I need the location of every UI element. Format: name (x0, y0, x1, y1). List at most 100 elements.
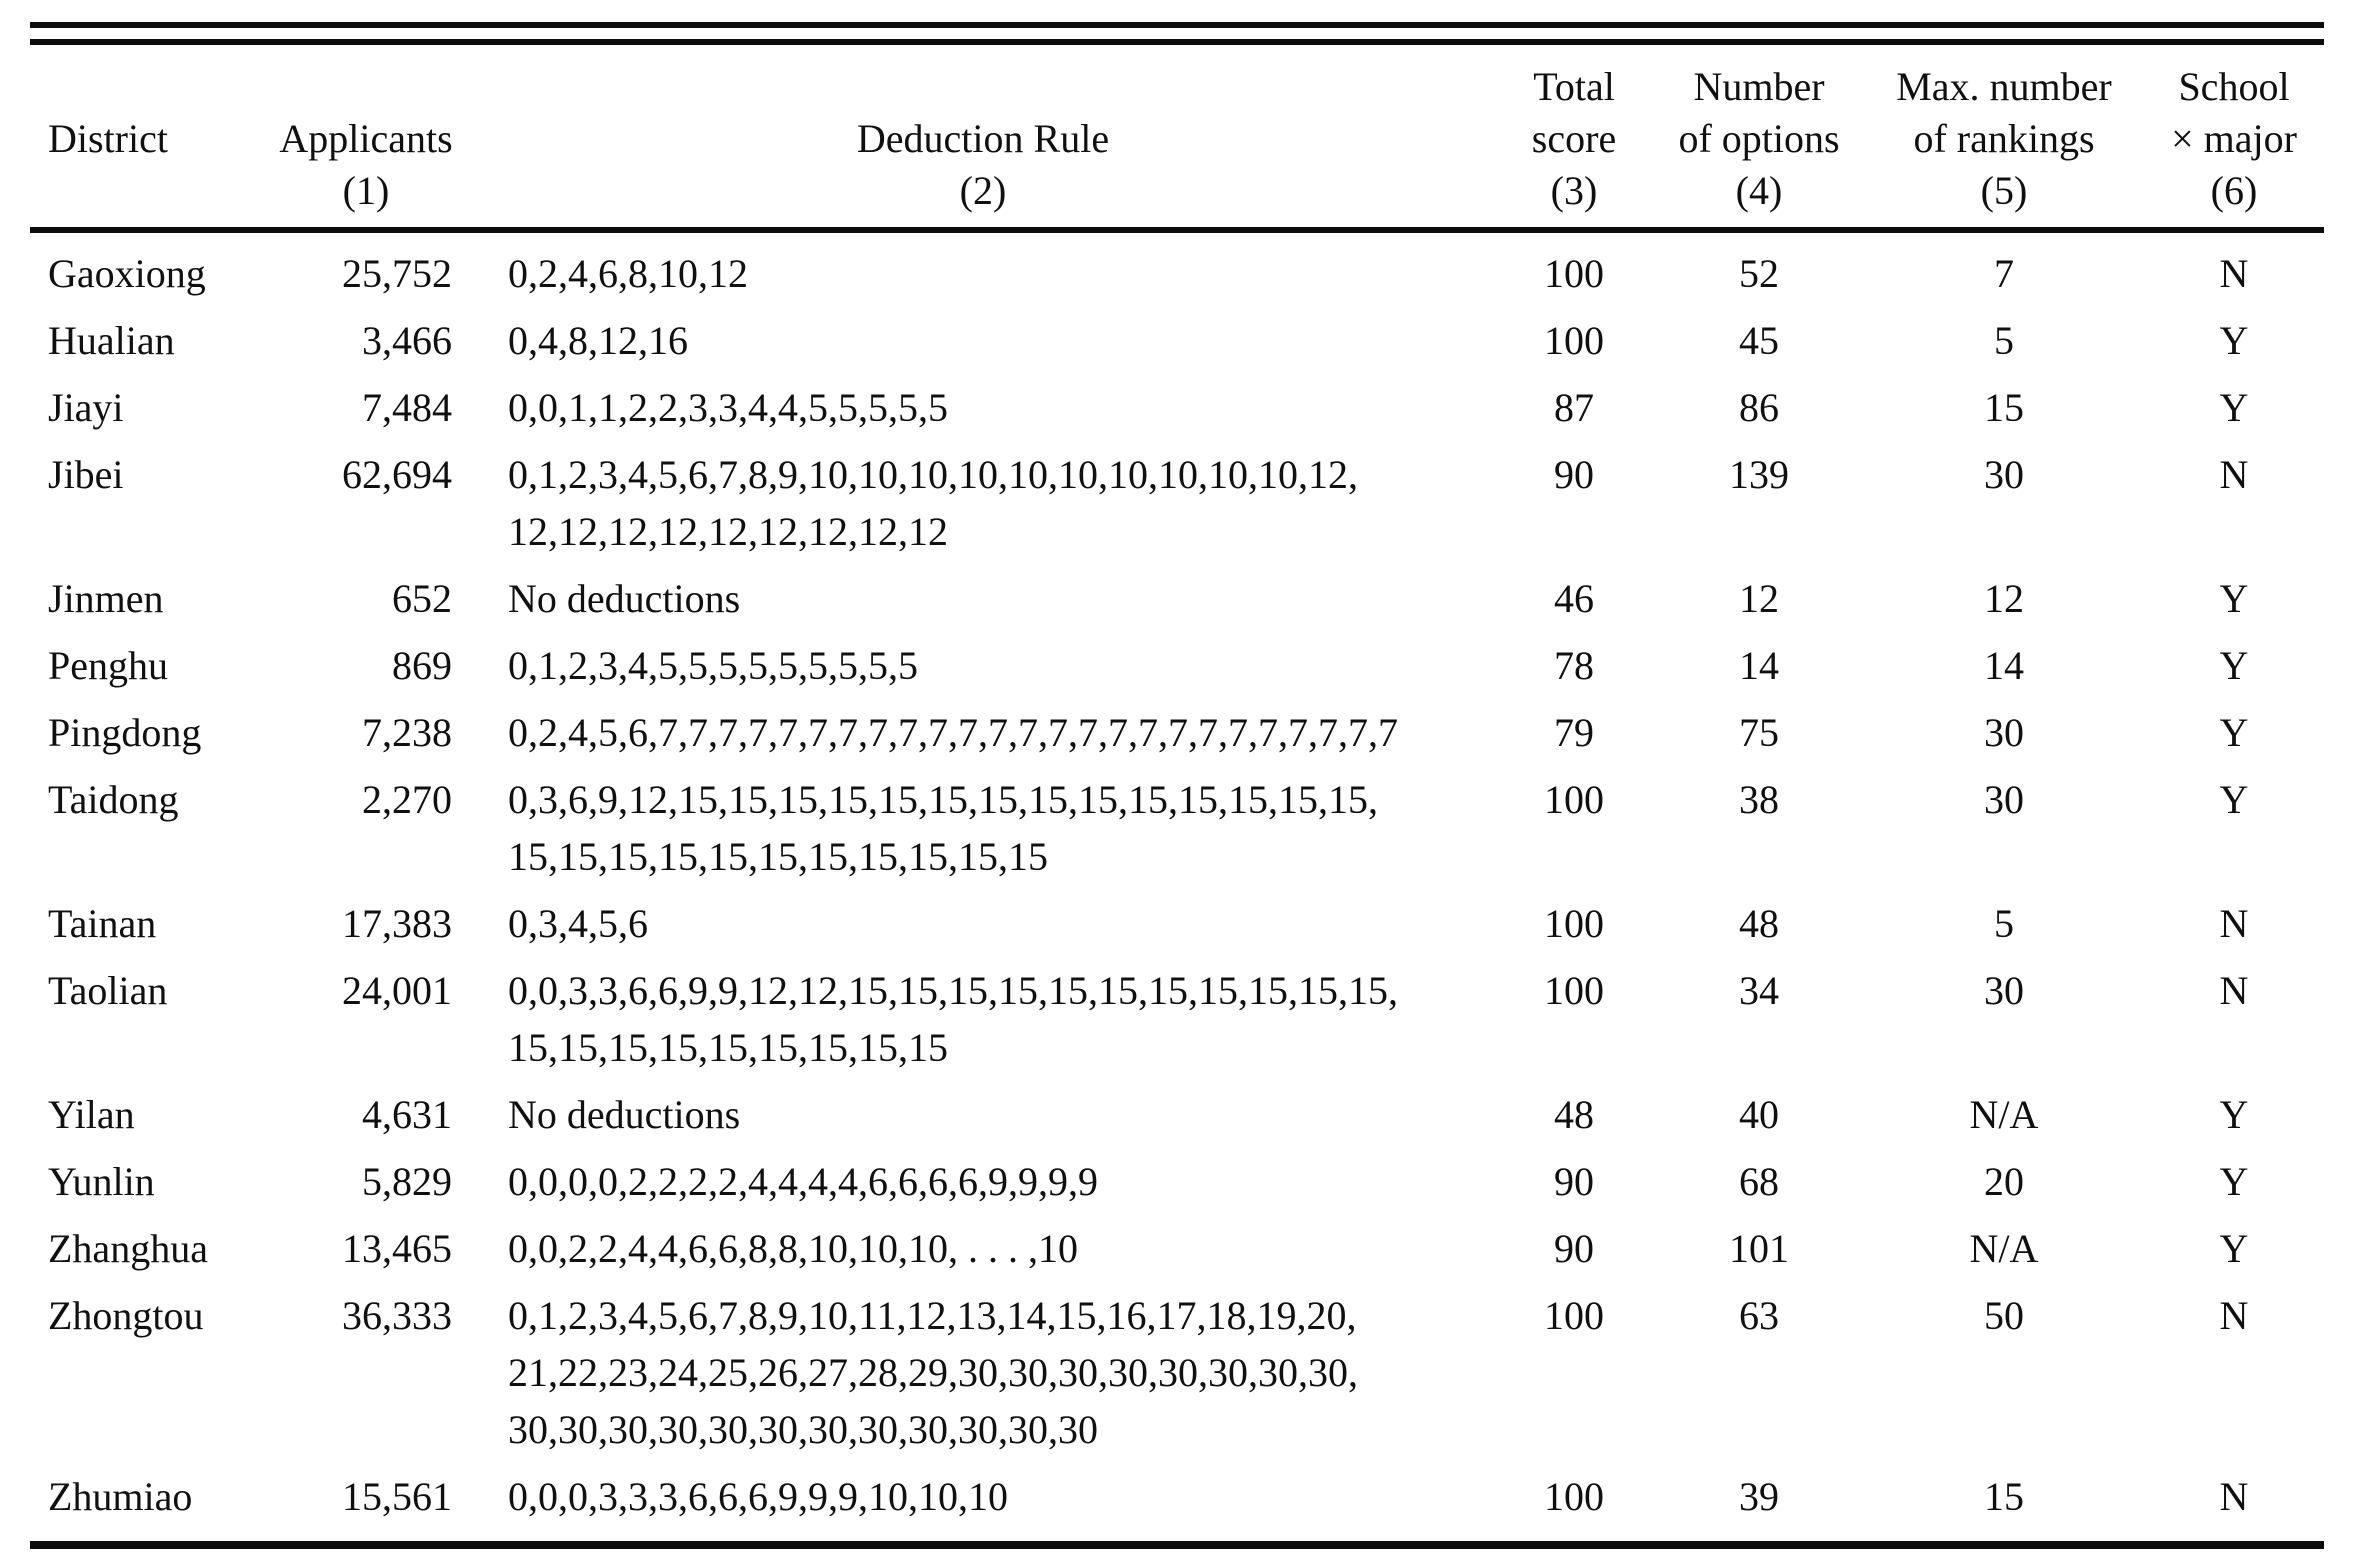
column-header-number: (6) (2210, 168, 2258, 213)
cell-max-rankings: 5 (1994, 901, 2014, 946)
cell-district: Yunlin (48, 1159, 155, 1204)
district-deduction-table: District Applicants (1) Deduction Rule (… (30, 45, 2324, 1549)
cell-applicants: 3,466 (362, 318, 452, 363)
cell-applicants: 869 (392, 643, 452, 688)
cell-max-rankings: 15 (1984, 385, 2024, 430)
cell-district: Jinmen (48, 576, 164, 621)
cell-school-major: Y (2219, 385, 2249, 430)
cell-school-major: Y (2219, 1159, 2249, 1204)
column-header-label: Deduction Rule (856, 116, 1110, 161)
cell-total-score: 87 (1554, 385, 1594, 430)
cell-school-major: N (2219, 251, 2249, 296)
cell-total-score: 100 (1544, 1293, 1604, 1338)
cell-number-of-options: 86 (1739, 385, 1779, 430)
table-row: Gaoxiong 25,752 0,2,4,6,8,10,12 100 52 7… (30, 230, 2324, 307)
column-header-label: Applicants (279, 116, 453, 161)
table-row: Yunlin 5,829 0,0,0,0,2,2,2,2,4,4,4,4,6,6… (30, 1148, 2324, 1215)
cell-applicants: 7,238 (362, 710, 452, 755)
cell-number-of-options: 52 (1739, 251, 1779, 296)
cell-number-of-options: 101 (1729, 1226, 1789, 1271)
cell-total-score: 100 (1544, 318, 1604, 363)
cell-applicants: 36,333 (342, 1293, 452, 1338)
cell-deduction-rule: 0,0,0,0,2,2,2,2,4,4,4,4,6,6,6,6,9,9,9,9 (508, 1159, 1098, 1204)
table-row: Jiayi 7,484 0,0,1,1,2,2,3,3,4,4,5,5,5,5,… (30, 374, 2324, 441)
cell-district: Yilan (48, 1092, 135, 1137)
cell-deduction-rule: 0,3,6,9,12,15,15,15,15,15,15,15,15,15,15… (508, 777, 1378, 879)
column-header-label: Total score (1531, 64, 1617, 161)
cell-school-major: Y (2219, 710, 2249, 755)
column-header-max-rankings: Max. number of rankings (5) (1864, 45, 2144, 230)
column-header-number (48, 165, 260, 217)
cell-applicants: 13,465 (342, 1226, 452, 1271)
cell-deduction-rule: 0,0,0,3,3,3,6,6,6,9,9,9,10,10,10 (508, 1474, 1008, 1519)
cell-max-rankings: 12 (1984, 576, 2024, 621)
cell-deduction-rule: 0,1,2,3,4,5,5,5,5,5,5,5,5,5 (508, 643, 918, 688)
cell-total-score: 100 (1544, 901, 1604, 946)
column-header-number: (1) (342, 168, 390, 213)
top-double-rule (30, 22, 2324, 45)
cell-total-score: 100 (1544, 1474, 1604, 1519)
cell-school-major: Y (2219, 1092, 2249, 1137)
cell-deduction-rule: 0,4,8,12,16 (508, 318, 688, 363)
cell-school-major: Y (2219, 1226, 2249, 1271)
cell-deduction-rule: No deductions (508, 576, 741, 621)
cell-total-score: 100 (1544, 777, 1604, 822)
cell-applicants: 62,694 (342, 452, 452, 497)
column-header-district: District (30, 45, 260, 230)
cell-deduction-rule: 0,0,3,3,6,6,9,9,12,12,15,15,15,15,15,15,… (508, 968, 1398, 1070)
cell-total-score: 79 (1554, 710, 1594, 755)
cell-total-score: 90 (1554, 452, 1594, 497)
cell-district: Pingdong (48, 710, 202, 755)
cell-district: Gaoxiong (48, 251, 206, 296)
cell-deduction-rule: 0,3,4,5,6 (508, 901, 648, 946)
cell-applicants: 4,631 (362, 1092, 452, 1137)
cell-district: Zhongtou (48, 1293, 204, 1338)
column-header-label: District (48, 116, 168, 161)
header-row: District Applicants (1) Deduction Rule (… (30, 45, 2324, 230)
cell-number-of-options: 39 (1739, 1474, 1779, 1519)
cell-max-rankings: N/A (1969, 1092, 2039, 1137)
cell-max-rankings: 30 (1984, 777, 2024, 822)
table-row: Taolian 24,001 0,0,3,3,6,6,9,9,12,12,15,… (30, 957, 2324, 1081)
table-row: Taidong 2,270 0,3,6,9,12,15,15,15,15,15,… (30, 766, 2324, 890)
cell-school-major: N (2219, 1474, 2249, 1519)
cell-district: Zhanghua (48, 1226, 208, 1271)
cell-deduction-rule: 0,2,4,6,8,10,12 (508, 251, 748, 296)
cell-deduction-rule: 0,0,2,2,4,4,6,6,8,8,10,10,10, . . . ,10 (508, 1226, 1078, 1271)
cell-max-rankings: 7 (1994, 251, 2014, 296)
cell-total-score: 100 (1544, 251, 1604, 296)
cell-max-rankings: 30 (1984, 968, 2024, 1013)
cell-school-major: N (2219, 452, 2249, 497)
cell-max-rankings: N/A (1969, 1226, 2039, 1271)
column-header-number-of-options: Number of options (4) (1654, 45, 1864, 230)
column-header-number: (5) (1980, 168, 2028, 213)
column-header-number: (3) (1550, 168, 1598, 213)
table-row: Penghu 869 0,1,2,3,4,5,5,5,5,5,5,5,5,5 7… (30, 632, 2324, 699)
table-row: Zhongtou 36,333 0,1,2,3,4,5,6,7,8,9,10,1… (30, 1282, 2324, 1463)
cell-deduction-rule: 0,1,2,3,4,5,6,7,8,9,10,10,10,10,10,10,10… (508, 452, 1358, 554)
cell-max-rankings: 50 (1984, 1293, 2024, 1338)
cell-number-of-options: 48 (1739, 901, 1779, 946)
column-header-number: (4) (1735, 168, 1783, 213)
cell-number-of-options: 139 (1729, 452, 1789, 497)
cell-max-rankings: 14 (1984, 643, 2024, 688)
cell-deduction-rule: 0,1,2,3,4,5,6,7,8,9,10,11,12,13,14,15,16… (508, 1293, 1358, 1452)
column-header-deduction-rule: Deduction Rule (2) (472, 45, 1494, 230)
cell-number-of-options: 75 (1739, 710, 1779, 755)
cell-school-major: Y (2219, 318, 2249, 363)
cell-total-score: 90 (1554, 1159, 1594, 1204)
table-row: Tainan 17,383 0,3,4,5,6 100 48 5 N (30, 890, 2324, 957)
cell-total-score: 78 (1554, 643, 1594, 688)
cell-applicants: 7,484 (362, 385, 452, 430)
cell-total-score: 48 (1554, 1092, 1594, 1137)
cell-number-of-options: 38 (1739, 777, 1779, 822)
column-header-number: (2) (959, 168, 1007, 213)
cell-max-rankings: 5 (1994, 318, 2014, 363)
cell-district: Taolian (48, 968, 168, 1013)
table-row: Zhumiao 15,561 0,0,0,3,3,3,6,6,6,9,9,9,1… (30, 1463, 2324, 1545)
cell-total-score: 46 (1554, 576, 1594, 621)
table-body: Gaoxiong 25,752 0,2,4,6,8,10,12 100 52 7… (30, 230, 2324, 1545)
cell-max-rankings: 15 (1984, 1474, 2024, 1519)
table-row: Hualian 3,466 0,4,8,12,16 100 45 5 Y (30, 307, 2324, 374)
cell-school-major: Y (2219, 576, 2249, 621)
